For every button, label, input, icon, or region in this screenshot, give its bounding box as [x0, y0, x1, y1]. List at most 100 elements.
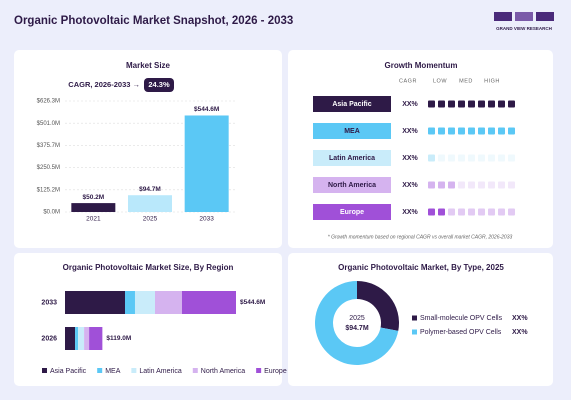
center-value: $94.7M: [345, 325, 369, 332]
momentum-dot: [458, 154, 465, 162]
momentum-dot: [488, 181, 495, 189]
momentum-dot: [468, 100, 475, 108]
legend-swatch: [192, 368, 198, 373]
bar-segment: [134, 291, 155, 314]
chart-title: Organic Photovoltaic Market, By Type, 20…: [338, 263, 504, 272]
momentum-dot: [458, 181, 465, 189]
region-label: MEA: [344, 128, 360, 135]
momentum-dot: [438, 154, 445, 162]
momentum-dot: [438, 100, 445, 108]
x-tick-label: 2025: [143, 216, 158, 223]
cagr-badge: [144, 78, 174, 92]
region-box: [313, 177, 391, 193]
momentum-dot: [508, 100, 515, 108]
momentum-dot: [478, 100, 485, 108]
momentum-dot: [468, 154, 475, 162]
momentum-dot: [468, 208, 475, 216]
total-label: $544.6M: [240, 299, 265, 306]
column-header: CAGR: [399, 78, 417, 84]
bar-segment: [89, 327, 103, 350]
region-label: North America: [328, 182, 376, 189]
region-label: Latin America: [329, 155, 375, 162]
cagr-value: XX%: [402, 101, 418, 108]
legend-swatch: [42, 368, 47, 373]
bar-segment: [154, 291, 182, 314]
cagr-value: XX%: [402, 128, 418, 135]
chart-title: Market Size: [126, 61, 171, 70]
momentum-dot: [508, 208, 515, 216]
momentum-dot: [448, 127, 455, 135]
donut-slice: [315, 281, 399, 366]
column-header: HIGH: [484, 78, 500, 84]
logo: [494, 12, 554, 21]
momentum-dot: [428, 181, 435, 189]
cagr-value: XX%: [402, 155, 418, 162]
momentum-dot: [498, 208, 505, 216]
page-title: Organic Photovoltaic Market Snapshot, 20…: [14, 15, 293, 27]
momentum-dot: [438, 181, 445, 189]
legend-label: Europe: [264, 368, 287, 375]
momentum-dot: [448, 100, 455, 108]
region-box: [313, 123, 391, 139]
momentum-dot: [508, 181, 515, 189]
momentum-dot: [428, 100, 435, 108]
momentum-dot: [438, 208, 445, 216]
legend-label: Latin America: [139, 368, 182, 375]
momentum-dot: [498, 127, 505, 135]
y-tick-label: $501.0M: [37, 121, 60, 127]
column-header: MED: [459, 78, 473, 84]
momentum-dot: [478, 181, 485, 189]
momentum-dot: [428, 154, 435, 162]
momentum-dot: [488, 100, 495, 108]
momentum-dot: [428, 208, 435, 216]
x-tick-label: 2033: [199, 216, 214, 223]
bar-segment: [84, 327, 90, 350]
legend-swatch: [412, 315, 417, 321]
bar-segment: [78, 327, 85, 350]
donut-slice: [357, 281, 400, 331]
momentum-dot: [438, 127, 445, 135]
region-box: [313, 204, 391, 220]
momentum-dot: [498, 181, 505, 189]
region-box: [313, 150, 391, 166]
momentum-dot: [468, 127, 475, 135]
bar-segment: [75, 327, 79, 350]
bar: [71, 203, 116, 212]
momentum-dot: [498, 154, 505, 162]
legend-label: Polymer-based OPV Cells: [420, 329, 502, 336]
y-tick-label: $250.5M: [37, 165, 60, 171]
region-box: [313, 96, 391, 112]
y-tick-label: $626.3M: [37, 99, 60, 105]
panel: [14, 253, 282, 386]
y-tick-label: $375.7M: [37, 143, 60, 149]
momentum-dot: [458, 208, 465, 216]
legend-swatch: [256, 368, 262, 373]
legend-label: Small-molecule OPV Cells: [420, 315, 503, 322]
bar-segment: [65, 327, 76, 350]
cagr-value: XX%: [402, 182, 418, 189]
total-label: $119.0M: [106, 335, 131, 342]
y-tick-label: 2033: [41, 299, 57, 306]
x-tick-label: 2021: [86, 216, 101, 223]
momentum-dot: [458, 127, 465, 135]
legend-swatch: [97, 368, 103, 373]
value-label: $544.6M: [194, 106, 219, 113]
legend-label: MEA: [105, 368, 121, 375]
momentum-dot: [458, 100, 465, 108]
y-tick-label: $125.2M: [37, 187, 60, 193]
chart-title: Organic Photovoltaic Market Size, By Reg…: [63, 263, 234, 272]
cagr-value: 24.3%: [148, 80, 170, 89]
bar-segment: [181, 291, 236, 314]
y-tick-label: 2026: [41, 335, 57, 342]
momentum-dot: [448, 208, 455, 216]
momentum-dot: [448, 154, 455, 162]
value-label: $94.7M: [139, 186, 161, 193]
legend-label: North America: [201, 368, 245, 375]
legend-label: Asia Pacific: [50, 368, 87, 375]
bar-segment: [65, 291, 126, 314]
column-header: LOW: [433, 78, 447, 84]
brand: GRAND VIEW RESEARCH: [496, 26, 552, 31]
legend-swatch: [131, 368, 137, 373]
